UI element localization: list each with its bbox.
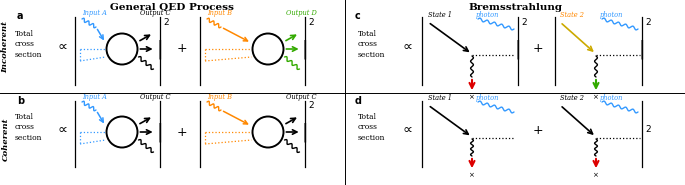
Text: 2: 2: [521, 18, 527, 26]
Text: |: |: [157, 39, 163, 59]
Text: Output C: Output C: [140, 93, 170, 101]
Text: photon: photon: [476, 94, 499, 102]
Text: ∝: ∝: [57, 123, 67, 137]
Text: Output C: Output C: [286, 93, 316, 101]
Text: ∝: ∝: [402, 40, 412, 54]
Text: +: +: [177, 43, 187, 56]
Text: State 2: State 2: [560, 11, 584, 19]
Text: |: |: [301, 122, 308, 142]
Text: 2: 2: [308, 18, 314, 26]
Text: photon: photon: [600, 11, 623, 19]
Text: $\times$: $\times$: [592, 93, 599, 101]
Text: State 2: State 2: [560, 94, 584, 102]
Text: Total
cross
section: Total cross section: [15, 113, 42, 142]
Text: a: a: [17, 11, 23, 21]
Text: c: c: [355, 11, 361, 21]
Text: Input A: Input A: [82, 93, 107, 101]
Text: $\times$: $\times$: [468, 171, 475, 179]
Text: ∝: ∝: [402, 123, 412, 137]
Text: Total
cross
section: Total cross section: [358, 113, 386, 142]
Text: $\times$: $\times$: [468, 93, 475, 101]
Text: +: +: [177, 125, 187, 139]
Text: |: |: [514, 39, 521, 59]
Text: |: |: [301, 39, 308, 59]
Text: Total
cross
section: Total cross section: [358, 30, 386, 59]
Text: General QED Process: General QED Process: [110, 3, 234, 12]
Text: |: |: [638, 39, 645, 59]
Text: d: d: [355, 96, 362, 106]
Text: Coherent: Coherent: [1, 117, 10, 161]
Text: +: +: [533, 43, 543, 56]
Text: |: |: [157, 122, 163, 142]
Text: Input B: Input B: [207, 93, 232, 101]
Text: Input B: Input B: [207, 9, 232, 17]
Text: 2: 2: [645, 125, 651, 134]
Text: +: +: [533, 124, 543, 137]
Text: photon: photon: [476, 11, 499, 19]
Text: Bremsstrahlung: Bremsstrahlung: [468, 3, 562, 12]
Text: Output D: Output D: [286, 9, 316, 17]
Text: 2: 2: [163, 18, 169, 26]
Text: State 1: State 1: [428, 11, 452, 19]
Text: b: b: [17, 96, 24, 106]
Text: photon: photon: [600, 94, 623, 102]
Text: Total
cross
section: Total cross section: [15, 30, 42, 59]
Text: ∝: ∝: [57, 40, 67, 54]
Text: Incoherent: Incoherent: [1, 21, 10, 73]
Text: Input A: Input A: [82, 9, 107, 17]
Text: State 1: State 1: [428, 94, 452, 102]
Text: 2: 2: [308, 100, 314, 110]
Text: 2: 2: [645, 18, 651, 26]
Text: Output C: Output C: [140, 9, 170, 17]
Text: $\times$: $\times$: [592, 171, 599, 179]
